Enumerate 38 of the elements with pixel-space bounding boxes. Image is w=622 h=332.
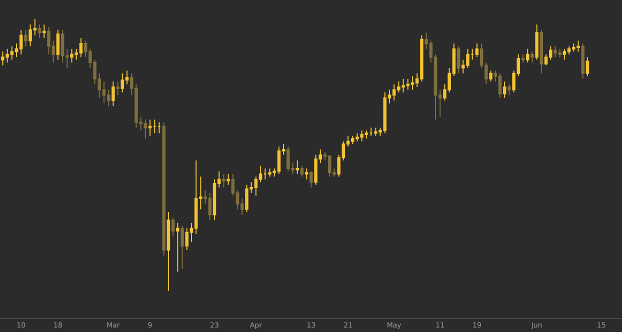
candlestick — [38, 24, 42, 39]
candlestick — [530, 51, 534, 64]
candlestick — [166, 212, 170, 292]
candlestick — [498, 72, 502, 98]
candlestick — [24, 29, 28, 47]
candlestick — [581, 42, 584, 80]
candlestick — [562, 48, 566, 60]
candlestick — [42, 24, 46, 39]
candlestick — [475, 42, 479, 58]
candlestick — [304, 168, 308, 180]
candlestick — [158, 122, 161, 134]
candlestick — [120, 72, 124, 93]
candlestick — [502, 81, 506, 98]
candlestick — [535, 24, 538, 60]
candlestick — [369, 127, 373, 136]
candlestick — [226, 173, 230, 186]
candlestick — [586, 56, 590, 77]
candlestick — [176, 222, 180, 272]
candlestick — [521, 54, 525, 64]
candlestick — [180, 225, 184, 270]
candlestick — [222, 173, 226, 188]
candlestick — [456, 46, 460, 74]
candlestick — [310, 170, 313, 188]
candlestick — [300, 165, 304, 178]
candlestick — [171, 216, 175, 237]
candlestick — [148, 119, 152, 136]
candlestick — [116, 81, 120, 96]
candlestick — [410, 76, 414, 90]
candlestick — [153, 119, 156, 134]
candlestick — [19, 29, 23, 55]
candlestick — [296, 160, 300, 174]
candlestick — [162, 122, 166, 256]
candlestick — [112, 81, 115, 106]
candlestick — [508, 84, 511, 96]
candlestick — [56, 29, 60, 60]
candlestick — [526, 48, 530, 64]
candlestick — [489, 70, 492, 82]
candlestick — [540, 29, 544, 74]
